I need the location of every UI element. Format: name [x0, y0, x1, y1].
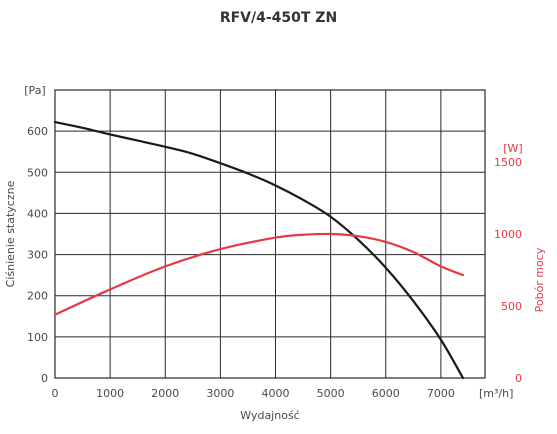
grid	[55, 90, 485, 378]
left-tick-label: 300	[27, 249, 48, 262]
left-tick-label: 400	[27, 207, 48, 220]
left-tick-label: 100	[27, 331, 48, 344]
right-tick-label: 1000	[494, 228, 522, 241]
bottom-axis-ticks: 0 1000 2000 3000 4000 5000 6000 7000	[52, 387, 455, 400]
right-tick-label: 1500	[494, 156, 522, 169]
bottom-tick-label: 7000	[427, 387, 455, 400]
left-axis-label: Ciśnienie statyczne	[4, 180, 17, 287]
bottom-tick-label: 3000	[206, 387, 234, 400]
right-tick-label: 0	[515, 372, 522, 385]
left-tick-label: 600	[27, 125, 48, 138]
chart-title: RFV/4-450T ZN	[220, 10, 337, 26]
left-axis-unit: [Pa]	[24, 84, 45, 97]
right-tick-label: 500	[501, 300, 522, 313]
left-tick-label: 500	[27, 166, 48, 179]
left-tick-label: 200	[27, 290, 48, 303]
bottom-axis-unit: [m³/h]	[479, 387, 513, 400]
left-axis-ticks: 0 100 200 300 400 500 600	[27, 125, 48, 385]
left-tick-label: 0	[41, 372, 48, 385]
plot-frame	[54, 89, 486, 379]
bottom-tick-label: 1000	[96, 387, 124, 400]
right-axis-unit: [W]	[503, 142, 522, 155]
bottom-axis-label: Wydajność	[240, 409, 299, 422]
bottom-tick-label: 4000	[262, 387, 290, 400]
bottom-tick-label: 5000	[317, 387, 345, 400]
power-curve	[53, 232, 465, 316]
bottom-tick-label: 2000	[151, 387, 179, 400]
series-group	[53, 120, 465, 380]
pressure-curve	[53, 120, 465, 380]
right-axis-ticks: 0 500 1000 1500	[494, 156, 522, 385]
bottom-tick-label: 6000	[372, 387, 400, 400]
bottom-tick-label: 0	[52, 387, 59, 400]
right-axis-label: Pobór mocy	[533, 247, 546, 312]
